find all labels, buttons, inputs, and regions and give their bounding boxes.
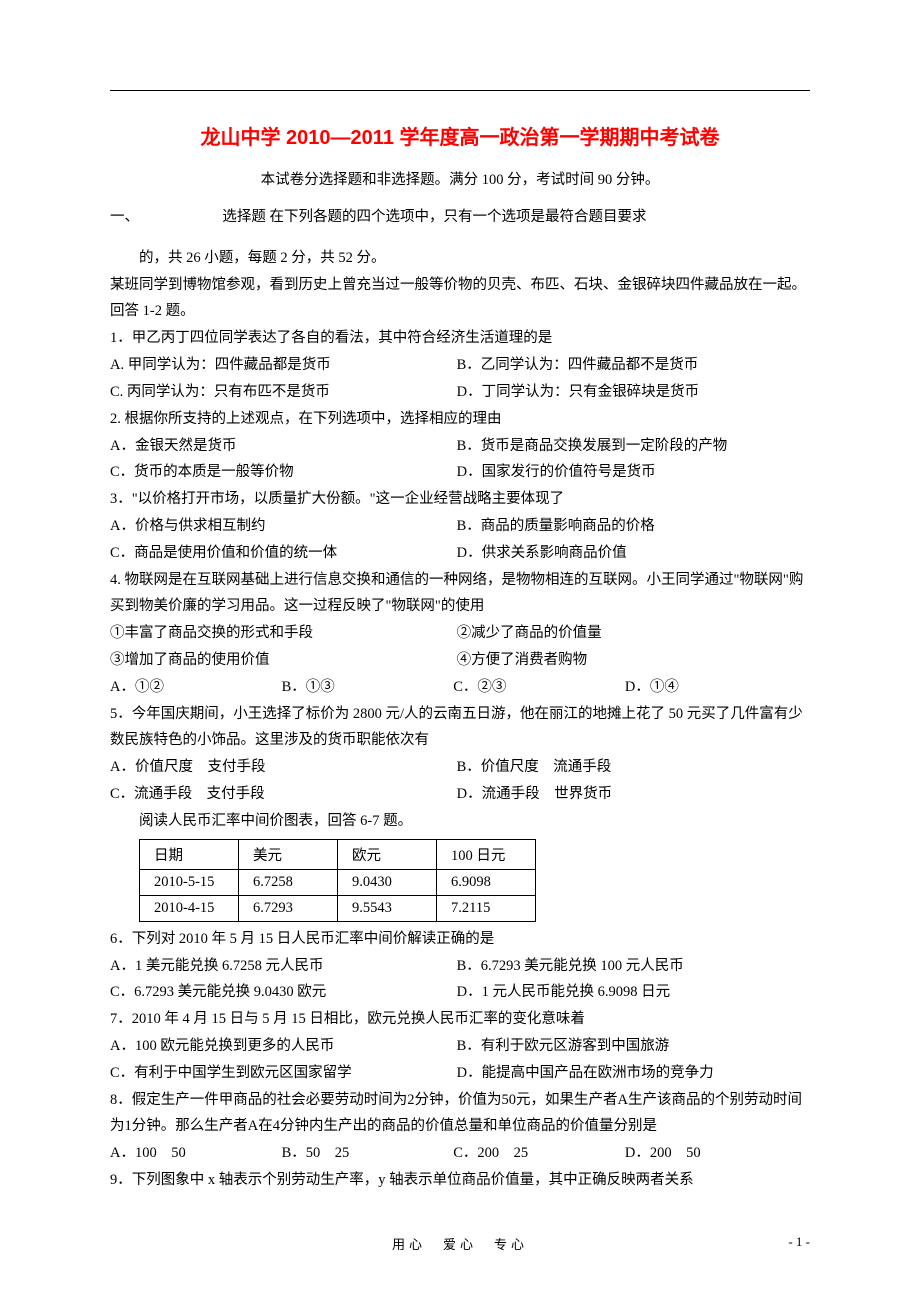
- top-rule: [110, 90, 810, 91]
- th-usd: 美元: [239, 839, 338, 869]
- q6-opt-a: A．1 美元能兑换 6.7258 元人民币: [110, 953, 453, 980]
- table-row: 2010-5-15 6.7258 9.0430 6.9098: [140, 869, 536, 895]
- table-intro: 阅读人民币汇率中间价图表，回答 6-7 题。: [110, 808, 810, 835]
- q4-stmt-3: ③增加了商品的使用价值: [110, 647, 453, 674]
- q8-opt-c: C．200 25: [453, 1140, 621, 1167]
- q7-stem: 7．2010 年 4 月 15 日与 5 月 15 日相比，欧元兑换人民币汇率的…: [110, 1006, 810, 1033]
- q3-stem: 3．"以价格打开市场，以质量扩大份额。"这一企业经营战略主要体现了: [110, 486, 810, 513]
- table-row: 日期 美元 欧元 100 日元: [140, 839, 536, 869]
- q6-options-row1: A．1 美元能兑换 6.7258 元人民币 B．6.7293 美元能兑换 100…: [110, 953, 810, 980]
- q4-stmt-4: ④方便了消费者购物: [457, 647, 800, 674]
- q3-opt-c: C．商品是使用价值和价值的统一体: [110, 540, 453, 567]
- q4-stmt-2: ②减少了商品的价值量: [457, 620, 800, 647]
- q8-opt-d: D．200 50: [625, 1140, 793, 1167]
- q5-stem: 5．今年国庆期间，小王选择了标价为 2800 元/人的云南五日游，他在丽江的地摊…: [110, 701, 810, 755]
- q1-options-row1: A. 甲同学认为：四件藏品都是货币 B．乙同学认为：四件藏品都不是货币: [110, 352, 810, 379]
- q9-stem: 9．下列图象中 x 轴表示个别劳动生产率，y 轴表示单位商品价值量，其中正确反映…: [110, 1167, 810, 1194]
- th-jpy: 100 日元: [437, 839, 536, 869]
- q6-opt-c: C．6.7293 美元能兑换 9.0430 欧元: [110, 979, 453, 1006]
- passage-1: 某班同学到博物馆参观，看到历史上曾充当过一般等价物的贝壳、布匹、石块、金银碎块四…: [110, 272, 810, 326]
- q4-opt-d: D．①④: [625, 674, 793, 701]
- q5-opt-c: C．流通手段 支付手段: [110, 781, 453, 808]
- q3-opt-d: D．供求关系影响商品价值: [457, 540, 800, 567]
- q4-statements-row1: ①丰富了商品交换的形式和手段 ②减少了商品的价值量: [110, 620, 810, 647]
- q6-opt-d: D．1 元人民币能兑换 6.9098 日元: [457, 979, 800, 1006]
- q4-options: A．①② B．①③ C．②③ D．①④: [110, 674, 810, 701]
- cell-usd: 6.7258: [239, 869, 338, 895]
- cell-jpy: 7.2115: [437, 895, 536, 921]
- q2-opt-c: C．货币的本质是一般等价物: [110, 459, 453, 486]
- q1-opt-b: B．乙同学认为：四件藏品都不是货币: [457, 352, 800, 379]
- q2-opt-b: B．货币是商品交换发展到一定阶段的产物: [457, 433, 800, 460]
- cell-date: 2010-5-15: [140, 869, 239, 895]
- q7-options-row2: C．有利于中国学生到欧元区国家留学 D．能提高中国产品在欧洲市场的竞争力: [110, 1060, 810, 1087]
- q1-stem: 1．甲乙丙丁四位同学表达了各自的看法，其中符合经济生活道理的是: [110, 325, 810, 352]
- q8-stem: 8．假定生产一件甲商品的社会必要劳动时间为2分钟，价值为50元，如果生产者A生产…: [110, 1087, 810, 1141]
- page-footer: 用心 爱心 专心 - 1 -: [110, 1234, 810, 1253]
- th-eur: 欧元: [338, 839, 437, 869]
- footer-motto: 用心 爱心 专心: [392, 1237, 528, 1252]
- th-date: 日期: [140, 839, 239, 869]
- q7-opt-a: A．100 欧元能兑换到更多的人民币: [110, 1033, 453, 1060]
- q4-statements-row2: ③增加了商品的使用价值 ④方便了消费者购物: [110, 647, 810, 674]
- cell-date: 2010-4-15: [140, 895, 239, 921]
- cell-eur: 9.0430: [338, 869, 437, 895]
- q4-stem: 4. 物联网是在互联网基础上进行信息交换和通信的一种网络，是物物相连的互联网。小…: [110, 567, 810, 621]
- section-1-heading: 一、 选择题 在下列各题的四个选项中，只有一个选项是最符合题目要求: [110, 204, 810, 231]
- q7-opt-c: C．有利于中国学生到欧元区国家留学: [110, 1060, 453, 1087]
- q8-opt-a: A．100 50: [110, 1140, 278, 1167]
- q5-opt-d: D．流通手段 世界货币: [457, 781, 800, 808]
- q2-options-row2: C．货币的本质是一般等价物 D．国家发行的价值符号是货币: [110, 459, 810, 486]
- cell-eur: 9.5543: [338, 895, 437, 921]
- q5-opt-b: B．价值尺度 流通手段: [457, 754, 800, 781]
- exchange-rate-table: 日期 美元 欧元 100 日元 2010-5-15 6.7258 9.0430 …: [139, 839, 536, 922]
- table-row: 2010-4-15 6.7293 9.5543 7.2115: [140, 895, 536, 921]
- q6-stem: 6．下列对 2010 年 5 月 15 日人民币汇率中间价解读正确的是: [110, 926, 810, 953]
- q3-options-row1: A．价格与供求相互制约 B．商品的质量影响商品的价格: [110, 513, 810, 540]
- q3-opt-a: A．价格与供求相互制约: [110, 513, 453, 540]
- q1-opt-a: A. 甲同学认为：四件藏品都是货币: [110, 352, 453, 379]
- q8-options: A．100 50 B．50 25 C．200 25 D．200 50: [110, 1140, 810, 1167]
- q6-options-row2: C．6.7293 美元能兑换 9.0430 欧元 D．1 元人民币能兑换 6.9…: [110, 979, 810, 1006]
- exam-title: 龙山中学 2010—2011 学年度高一政治第一学期期中考试卷: [110, 121, 810, 150]
- document-page: 龙山中学 2010—2011 学年度高一政治第一学期期中考试卷 本试卷分选择题和…: [0, 0, 920, 1293]
- q5-options-row1: A．价值尺度 支付手段 B．价值尺度 流通手段: [110, 754, 810, 781]
- q1-options-row2: C. 丙同学认为：只有布匹不是货币 D．丁同学认为：只有金银碎块是货币: [110, 379, 810, 406]
- q7-options-row1: A．100 欧元能兑换到更多的人民币 B．有利于欧元区游客到中国旅游: [110, 1033, 810, 1060]
- footer-page-number: - 1 -: [788, 1234, 810, 1250]
- q3-options-row2: C．商品是使用价值和价值的统一体 D．供求关系影响商品价值: [110, 540, 810, 567]
- q3-opt-b: B．商品的质量影响商品的价格: [457, 513, 800, 540]
- q2-opt-a: A．金银天然是货币: [110, 433, 453, 460]
- section-1-text: 选择题 在下列各题的四个选项中，只有一个选项是最符合题目要求: [222, 209, 646, 225]
- q1-opt-c: C. 丙同学认为：只有布匹不是货币: [110, 379, 453, 406]
- q5-opt-a: A．价值尺度 支付手段: [110, 754, 453, 781]
- q4-stmt-1: ①丰富了商品交换的形式和手段: [110, 620, 453, 647]
- q2-options-row1: A．金银天然是货币 B．货币是商品交换发展到一定阶段的产物: [110, 433, 810, 460]
- exam-subtitle: 本试卷分选择题和非选择题。满分 100 分，考试时间 90 分钟。: [110, 168, 810, 189]
- q7-opt-d: D．能提高中国产品在欧洲市场的竞争力: [457, 1060, 800, 1087]
- q4-opt-a: A．①②: [110, 674, 278, 701]
- cell-jpy: 6.9098: [437, 869, 536, 895]
- cell-usd: 6.7293: [239, 895, 338, 921]
- q1-opt-d: D．丁同学认为：只有金银碎块是货币: [457, 379, 800, 406]
- q2-stem: 2. 根据你所支持的上述观点，在下列选项中，选择相应的理由: [110, 406, 810, 433]
- section-1-tail: 的，共 26 小题，每题 2 分，共 52 分。: [110, 245, 810, 272]
- q5-options-row2: C．流通手段 支付手段 D．流通手段 世界货币: [110, 781, 810, 808]
- section-1-num: 一、: [110, 209, 139, 225]
- q7-opt-b: B．有利于欧元区游客到中国旅游: [457, 1033, 800, 1060]
- q8-opt-b: B．50 25: [282, 1140, 450, 1167]
- q2-opt-d: D．国家发行的价值符号是货币: [457, 459, 800, 486]
- q4-opt-c: C．②③: [453, 674, 621, 701]
- q6-opt-b: B．6.7293 美元能兑换 100 元人民币: [457, 953, 800, 980]
- q4-opt-b: B．①③: [282, 674, 450, 701]
